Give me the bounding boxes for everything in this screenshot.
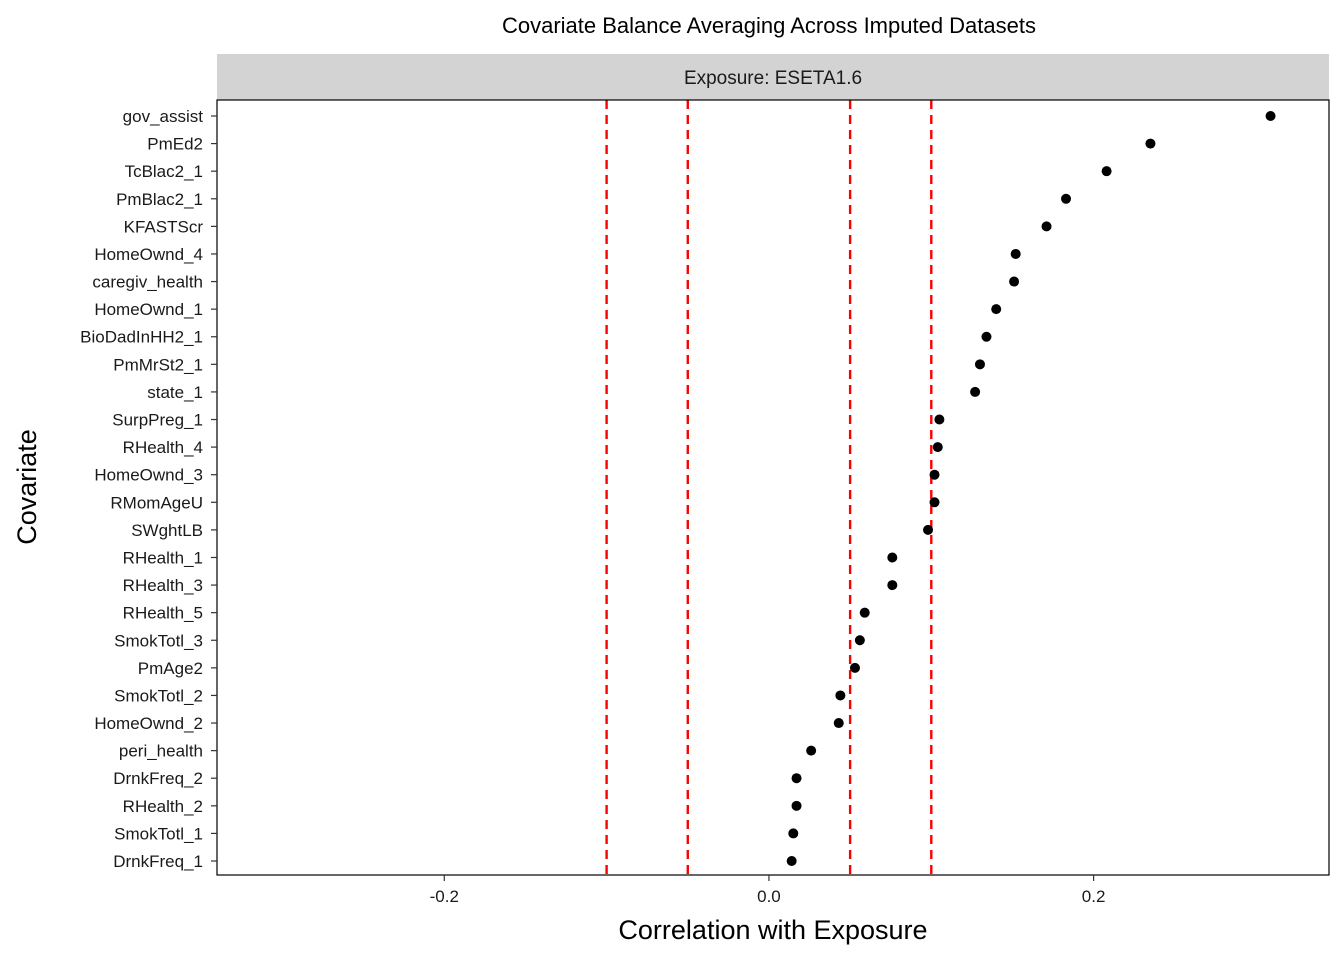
y-tick-label: HomeOwnd_4 (94, 245, 203, 264)
data-point (1265, 111, 1276, 121)
plot-panel (216, 99, 1330, 876)
y-tick-label: PmBlac2_1 (116, 190, 203, 209)
y-tick-label: state_1 (147, 383, 203, 402)
x-axis-title: Correlation with Exposure (618, 915, 927, 945)
facet-strip (217, 54, 1329, 100)
y-tick-label: DrnkFreq_2 (113, 769, 203, 788)
y-tick-label: SWghtLB (131, 521, 203, 540)
data-point (1145, 138, 1156, 149)
y-tick-label: SmokTotl_3 (114, 631, 203, 650)
data-point (849, 662, 860, 673)
y-tick-label: KFASTScr (124, 217, 204, 236)
y-tick-label: RHealth_4 (123, 438, 203, 457)
data-point (1041, 221, 1052, 232)
chart-title: Covariate Balance Averaging Across Imput… (502, 13, 1036, 38)
data-points (786, 111, 1276, 866)
data-point (788, 828, 799, 839)
y-tick-label: RHealth_2 (123, 797, 203, 816)
data-point (1101, 166, 1112, 177)
data-point (791, 800, 802, 811)
data-point (923, 524, 934, 535)
data-point (970, 386, 981, 397)
y-tick-label: RMomAgeU (110, 493, 203, 512)
facet-label: Exposure: ESETA1.6 (684, 68, 862, 89)
data-point (833, 718, 844, 729)
y-tick-label: PmAge2 (138, 659, 203, 678)
y-tick-label: HomeOwnd_1 (94, 300, 203, 319)
y-axis: gov_assist PmEd2 TcBlac2_1 PmBlac2_1 KFASTSc… (80, 107, 217, 871)
y-tick-label: DrnkFreq_1 (113, 852, 203, 871)
y-axis-title: Covariate (12, 429, 42, 545)
data-point (934, 414, 945, 425)
data-point (981, 331, 992, 342)
y-tick-label: RHealth_3 (123, 576, 203, 595)
data-point (859, 607, 870, 618)
y-tick-label: RHealth_1 (123, 548, 203, 567)
y-tick-label: TcBlac2_1 (125, 162, 203, 181)
y-tick-label: HomeOwnd_3 (94, 466, 203, 485)
data-point (1010, 248, 1021, 259)
data-point (991, 304, 1002, 315)
y-tick-label: HomeOwnd_2 (94, 714, 203, 733)
data-point (835, 690, 846, 701)
data-point (854, 635, 865, 646)
data-point (1061, 193, 1072, 204)
y-tick-label: PmEd2 (147, 135, 203, 154)
data-point (887, 580, 898, 591)
data-point (786, 856, 797, 866)
reference-lines (605, 100, 933, 875)
data-point (929, 497, 940, 508)
data-point (929, 469, 940, 480)
data-point (1009, 276, 1020, 287)
y-tick-label: BioDadInHH2_1 (80, 328, 203, 347)
y-tick-label: gov_assist (123, 107, 204, 126)
y-tick-label: SurpPreg_1 (112, 411, 203, 430)
data-point (806, 745, 817, 756)
y-tick-label: SmokTotl_1 (114, 824, 203, 843)
y-tick-label: RHealth_5 (123, 604, 203, 623)
data-point (791, 773, 802, 784)
x-axis: -0.2 0.0 0.2 (430, 875, 1106, 906)
y-tick-label: caregiv_health (92, 273, 203, 292)
data-point (932, 442, 943, 453)
y-tick-label: SmokTotl_2 (114, 686, 203, 705)
x-tick-label: -0.2 (430, 887, 459, 906)
x-tick-label: 0.0 (757, 887, 781, 906)
data-point (974, 359, 985, 370)
data-point (887, 552, 898, 563)
y-tick-label: PmMrSt2_1 (113, 355, 203, 374)
y-tick-label: peri_health (119, 742, 203, 761)
x-tick-label: 0.2 (1082, 887, 1106, 906)
